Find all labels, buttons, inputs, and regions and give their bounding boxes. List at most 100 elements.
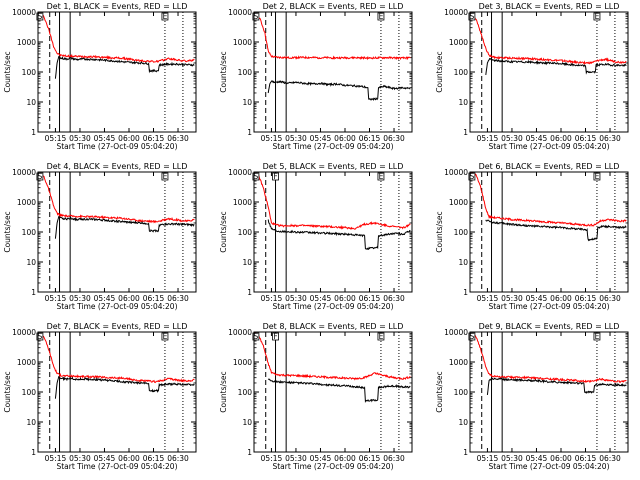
panel-title: Det 6, BLACK = Events, RED = LLD — [479, 162, 620, 171]
panel-det-8: Det 8, BLACK = Events, RED = LLD 1 10 100 10… — [219, 322, 413, 471]
y-tick-label: 10000 — [12, 328, 36, 337]
marker-box — [161, 12, 169, 21]
y-tick-label: 100 — [22, 388, 37, 397]
panel-title: Det 5, BLACK = Events, RED = LLD — [263, 162, 404, 171]
y-tick-label: 100 — [454, 68, 469, 77]
x-axis-label: Start Time (27-Oct-09 05:04:20) — [272, 142, 393, 151]
panel-title: Det 7, BLACK = Events, RED = LLD — [47, 322, 188, 331]
y-axis-label: Counts/sec — [3, 371, 12, 412]
plot-frame — [37, 11, 197, 133]
plot-area — [38, 12, 195, 132]
y-tick-label: 1 — [463, 128, 468, 137]
plot-frame — [469, 11, 629, 133]
x-tick-label: 05:15 — [477, 294, 499, 303]
series-events-line — [486, 377, 627, 395]
x-tick-label: 05:30 — [285, 454, 307, 463]
marker-label: E — [595, 332, 600, 341]
x-tick-label: 06:15 — [143, 294, 165, 303]
panel-det-4: Det 4, BLACK = Events, RED = LLD 1 10 100 10… — [3, 162, 197, 311]
plot-frame — [253, 171, 413, 293]
panel-det-6: Det 6, BLACK = Events, RED = LLD 1 10 100 10… — [435, 162, 629, 311]
x-tick-label: 05:15 — [477, 134, 499, 143]
y-tick-label: 10 — [458, 98, 468, 107]
y-tick-label: 1 — [31, 448, 36, 457]
y-axis-label: Counts/sec — [219, 211, 228, 252]
marker-box — [272, 332, 279, 341]
marker-box — [377, 172, 385, 181]
x-tick-label: 05:45 — [310, 134, 332, 143]
marker-box — [593, 172, 601, 181]
plot-area — [254, 12, 411, 132]
plot-area — [38, 332, 195, 452]
marker-label: S — [470, 332, 475, 341]
x-tick-label: 05:45 — [94, 454, 116, 463]
x-tick-label: 06:15 — [359, 134, 381, 143]
x-tick-label: 05:15 — [261, 454, 283, 463]
x-tick-label: 06:30 — [599, 134, 621, 143]
plot-frame — [37, 331, 197, 453]
y-tick-label: 100 — [454, 228, 469, 237]
x-tick-label: 06:15 — [143, 454, 165, 463]
x-axis-label: Start Time (27-Oct-09 05:04:20) — [56, 302, 177, 311]
marker-box — [272, 172, 279, 181]
y-tick-label: 1 — [31, 128, 36, 137]
x-tick-label: 05:30 — [69, 294, 91, 303]
y-tick-label: 1000 — [449, 38, 468, 47]
series-events-line — [267, 378, 411, 404]
plot-frame — [253, 11, 413, 133]
y-tick-label: 10 — [458, 418, 468, 427]
marker-box — [468, 172, 476, 181]
x-axis-label: Start Time (27-Oct-09 05:04:20) — [56, 462, 177, 471]
x-tick-label: 05:15 — [477, 454, 499, 463]
y-tick-label: 10000 — [444, 8, 468, 17]
x-tick-label: 06:00 — [334, 134, 356, 143]
y-tick-label: 1 — [247, 448, 252, 457]
series-lld-line — [38, 333, 195, 384]
y-tick-label: 100 — [22, 228, 37, 237]
x-tick-label: 06:00 — [118, 134, 140, 143]
panel-title: Det 8, BLACK = Events, RED = LLD — [263, 322, 404, 331]
marker-box — [252, 172, 260, 181]
panel-title: Det 3, BLACK = Events, RED = LLD — [479, 2, 620, 11]
y-tick-label: 100 — [238, 228, 253, 237]
series-lld-line — [254, 12, 411, 61]
y-tick-label: 1000 — [17, 198, 36, 207]
x-tick-label: 05:30 — [501, 294, 523, 303]
y-tick-label: 10000 — [228, 8, 252, 17]
x-tick-label: 06:30 — [167, 134, 189, 143]
marker-label: S — [254, 332, 259, 341]
y-axis-label: Counts/sec — [3, 211, 12, 252]
x-tick-label: 06:15 — [575, 454, 597, 463]
marker-box — [593, 332, 601, 341]
panel-title: Det 9, BLACK = Events, RED = LLD — [479, 322, 620, 331]
x-tick-label: 05:45 — [526, 454, 548, 463]
series-lld-line — [254, 172, 411, 230]
y-tick-label: 1 — [31, 288, 36, 297]
marker-label: S — [470, 172, 475, 181]
marker-label: S — [470, 12, 475, 21]
y-tick-label: 10 — [242, 98, 252, 107]
x-tick-label: 05:30 — [501, 454, 523, 463]
series-lld-line — [470, 12, 627, 65]
y-tick-label: 10 — [242, 258, 252, 267]
x-tick-label: 06:30 — [599, 294, 621, 303]
x-axis-label: Start Time (27-Oct-09 05:04:20) — [272, 302, 393, 311]
panel-det-1: Det 1, BLACK = Events, RED = LLD 1 10 100 10… — [3, 2, 197, 151]
x-tick-label: 06:00 — [118, 454, 140, 463]
marker-box — [377, 332, 385, 341]
y-tick-label: 1000 — [233, 358, 252, 367]
x-tick-label: 06:30 — [167, 454, 189, 463]
y-tick-label: 1 — [463, 288, 468, 297]
x-tick-label: 05:45 — [526, 294, 548, 303]
x-tick-label: 05:15 — [45, 294, 67, 303]
marker-box — [468, 12, 476, 21]
y-tick-label: 1000 — [449, 358, 468, 367]
x-tick-label: 06:30 — [383, 134, 405, 143]
y-tick-label: 100 — [238, 68, 253, 77]
x-tick-label: 05:45 — [310, 454, 332, 463]
y-axis-label: Counts/sec — [435, 211, 444, 252]
panel-det-7: Det 7, BLACK = Events, RED = LLD 1 10 100 10… — [3, 322, 197, 471]
y-axis-label: Counts/sec — [3, 51, 12, 92]
x-axis-label: Start Time (27-Oct-09 05:04:20) — [272, 462, 393, 471]
marker-box — [36, 172, 44, 181]
